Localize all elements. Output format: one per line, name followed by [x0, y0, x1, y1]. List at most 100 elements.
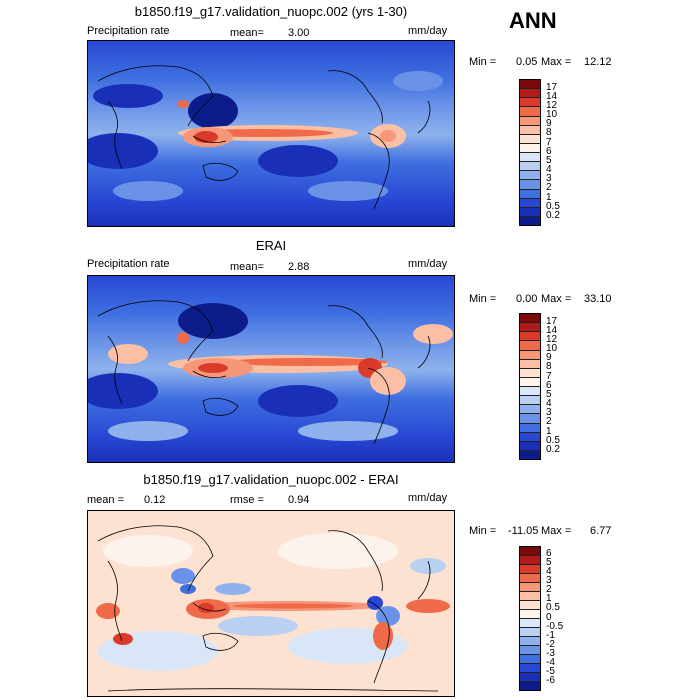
panel2-units: mm/day: [408, 258, 448, 270]
panel2-colorbar-swatch: [520, 377, 540, 387]
panel3-colorbar-swatch: [520, 592, 540, 601]
panel2-level: 5: [546, 389, 552, 400]
panel1-colorbar-swatch: [520, 216, 540, 225]
panel3-colorbar-swatch: [520, 583, 540, 592]
panel2-colorbar-swatch: [520, 314, 540, 324]
panel1-colorbar-swatch: [520, 153, 540, 163]
panel1-title: b1850.f19_g17.validation_nuopc.002 (yrs …: [134, 4, 408, 19]
panel1-colorbar-swatch: [520, 80, 540, 90]
panel1-colorbar: [519, 79, 541, 226]
panel2-colorbar-swatch: [520, 441, 540, 451]
panel1-level: 17: [546, 82, 558, 93]
panel1-mean-label: mean=: [230, 27, 264, 39]
panel2-level: 3: [546, 407, 552, 418]
panel3-level: -3: [546, 648, 555, 659]
panel2-colorbar-swatch: [520, 414, 540, 424]
panel2-title: ERAI: [255, 238, 287, 253]
panel2-colorbar-swatch: [520, 332, 540, 342]
panel3-min-label: Min =: [469, 525, 497, 537]
panel1-colorbar-swatch: [520, 107, 540, 117]
panel1-colorbar-swatch: [520, 171, 540, 181]
panel3-max-label: Max =: [541, 525, 572, 537]
panel3-max-value: 6.77: [590, 525, 612, 537]
panel1-colorbar-swatch: [520, 89, 540, 99]
panel1-colorbar-swatch: [520, 98, 540, 108]
panel3-colorbar-swatch: [520, 556, 540, 565]
panel1-mean-value: 3.00: [288, 27, 310, 39]
panel3-level: 1: [546, 593, 552, 604]
panel3-level: 2: [546, 584, 552, 595]
panel3-min-value: -11.05: [508, 525, 539, 537]
panel3-level: -4: [546, 657, 555, 668]
panel1-colorbar-swatch: [520, 207, 540, 217]
panel3-colorbar: [519, 546, 541, 691]
panel1-level: 12: [546, 100, 558, 111]
panel2-precipitation-map: [87, 275, 455, 463]
panel2-min-value: 0.00: [516, 293, 538, 305]
panel2-level: 4: [546, 398, 552, 409]
panel1-level: 2: [546, 182, 552, 193]
panel3-level: 3: [546, 575, 552, 586]
panel3-title: b1850.f19_g17.validation_nuopc.002 - ERA…: [143, 472, 399, 487]
season-label: ANN: [509, 8, 557, 33]
panel1-colorbar-swatch: [520, 189, 540, 199]
panel1-colorbar-swatch: [520, 198, 540, 208]
panel3-level: 6: [546, 548, 552, 559]
panel3-level: -6: [546, 675, 555, 686]
panel2-mean-label: mean=: [230, 261, 264, 273]
panel1-colorbar-swatch: [520, 180, 540, 190]
panel3-level: -0.5: [546, 621, 564, 632]
panel3-colorbar-swatch: [520, 655, 540, 664]
panel2-max-value: 33.10: [584, 293, 612, 305]
panel1-level: 8: [546, 127, 552, 138]
panel1-precipitation-map: [87, 40, 455, 227]
panel2-level: 10: [546, 343, 558, 354]
panel1-level: 9: [546, 118, 552, 129]
panel3-level: -2: [546, 639, 555, 650]
panel1-colorbar-swatch: [520, 134, 540, 144]
panel2-colorbar-swatch: [520, 405, 540, 415]
panel3-colorbar-swatch: [520, 565, 540, 574]
panel2-colorbar-swatch: [520, 359, 540, 369]
panel3-mean-label: mean =: [87, 494, 124, 506]
panel3-level: -5: [546, 666, 555, 677]
panel2-colorbar-swatch: [520, 350, 540, 360]
panel3-colorbar-swatch: [520, 673, 540, 682]
panel1-level: 0.2: [546, 210, 560, 221]
panel3-colorbar-swatch: [520, 664, 540, 673]
panel1-colorbar-swatch: [520, 116, 540, 126]
panel2-level: 9: [546, 352, 552, 363]
panel2-max-label: Max =: [541, 293, 572, 305]
panel2-level: 8: [546, 361, 552, 372]
panel3-units: mm/day: [408, 492, 448, 504]
panel3-colorbar-swatch: [520, 619, 540, 628]
panel1-level: 3: [546, 173, 552, 184]
panel2-level: 7: [546, 371, 552, 382]
panel1-min-label: Min =: [469, 56, 497, 68]
panel1-level: 6: [546, 146, 552, 157]
panel3-colorbar-swatch: [520, 628, 540, 637]
panel1-colorbar-swatch: [520, 162, 540, 172]
panel3-level: 0: [546, 612, 552, 623]
panel3-mean-value: 0.12: [144, 494, 166, 506]
panel2-level: 17: [546, 316, 558, 327]
panel2-colorbar-swatch: [520, 396, 540, 406]
panel3-rmse-label: rmse =: [230, 494, 264, 506]
panel3-colorbar-swatch: [520, 682, 540, 690]
panel1-level: 0.5: [546, 201, 560, 212]
panel2-colorbar-swatch: [520, 323, 540, 333]
panel2-variable-label: Precipitation rate: [87, 258, 170, 270]
panel2-min-label: Min =: [469, 293, 497, 305]
panel3-colorbar-swatch: [520, 601, 540, 610]
panel3-level: 4: [546, 566, 552, 577]
panel2-colorbar-swatch: [520, 432, 540, 442]
panel2-colorbar-swatch: [520, 341, 540, 351]
panel3-level: 0.5: [546, 602, 560, 613]
panel3-rmse-value: 0.94: [288, 494, 310, 506]
panel1-max-value: 12.12: [584, 56, 612, 68]
panel3-colorbar-swatch: [520, 646, 540, 655]
panel3-colorbar-swatch: [520, 547, 540, 556]
panel3-colorbar-swatch: [520, 574, 540, 583]
panel1-max-label: Max =: [541, 56, 572, 68]
panel1-colorbar-swatch: [520, 143, 540, 153]
